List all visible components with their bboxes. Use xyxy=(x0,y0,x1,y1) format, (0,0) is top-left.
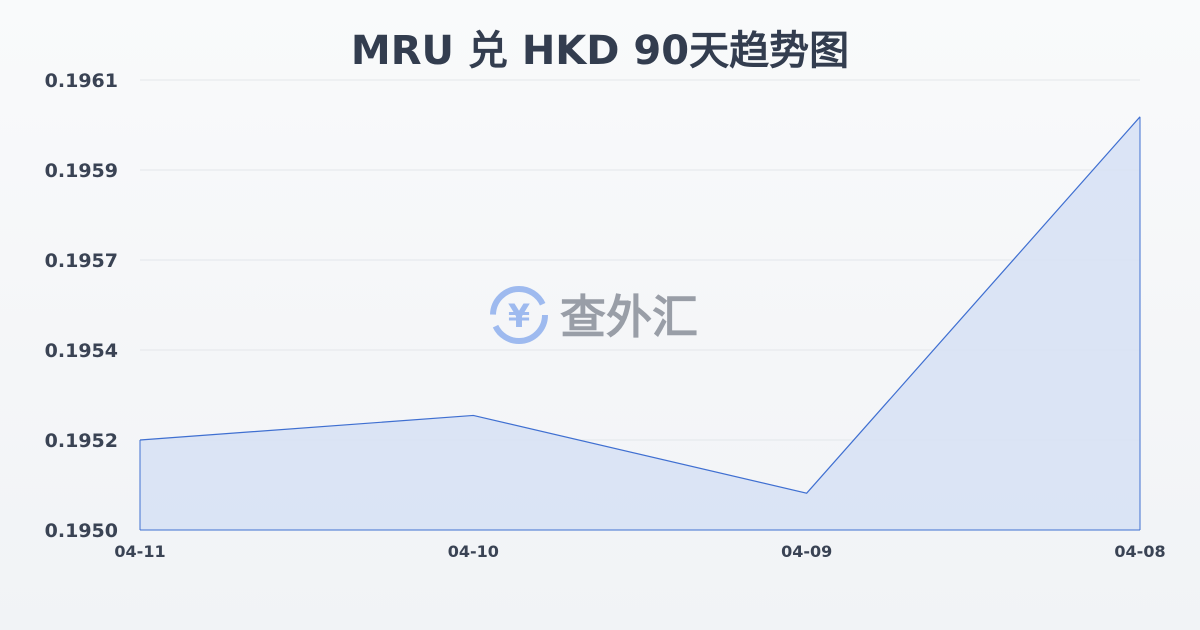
x-tick-label: 04-08 xyxy=(1114,542,1165,561)
series-line xyxy=(139,116,1141,494)
x-tick-label: 04-09 xyxy=(781,542,832,561)
y-tick-label: 0.1950 xyxy=(45,520,118,542)
y-tick-label: 0.1961 xyxy=(45,70,118,92)
watermark-text: 查外汇 xyxy=(560,290,698,344)
svg-text:¥: ¥ xyxy=(508,297,530,335)
y-tick-label: 0.1957 xyxy=(45,250,118,272)
y-tick-label: 0.1959 xyxy=(45,160,118,182)
y-tick-label: 0.1952 xyxy=(45,430,118,452)
y-tick-label: 0.1954 xyxy=(45,340,118,362)
x-tick-label: 04-11 xyxy=(114,542,165,561)
chart-title: MRU 兑 HKD 90天趋势图 xyxy=(350,28,850,74)
yen-exchange-icon xyxy=(490,286,548,344)
watermark-logo: ¥ 查外汇 xyxy=(490,286,698,344)
area-fill xyxy=(140,116,1140,531)
x-tick-label: 04-10 xyxy=(448,542,499,561)
